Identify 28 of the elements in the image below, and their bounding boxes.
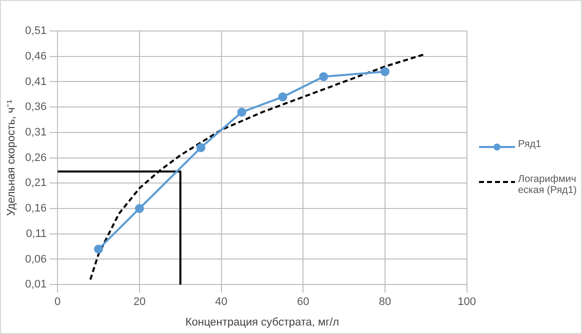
y-tick-label: 0,01 bbox=[25, 278, 47, 291]
y-tick-label: 0,21 bbox=[25, 177, 47, 190]
point bbox=[237, 108, 246, 117]
x-tick-label: 60 bbox=[297, 296, 310, 308]
y-tick-label: 0,51 bbox=[25, 25, 47, 38]
x-axis-title: Концентрация субстрата, мг/л bbox=[185, 316, 340, 328]
x-tick-label: 20 bbox=[133, 296, 146, 308]
point bbox=[134, 204, 144, 214]
x-tick-label: 80 bbox=[378, 296, 392, 308]
y-axis-title: Удельная скорость, ч⁻¹ bbox=[6, 99, 18, 216]
point bbox=[196, 143, 206, 152]
y-tick-label: 0,36 bbox=[25, 101, 47, 114]
y-tick-label: 0,46 bbox=[25, 50, 47, 62]
point bbox=[380, 67, 390, 76]
x-tick-label: 40 bbox=[215, 296, 228, 308]
point bbox=[94, 244, 104, 254]
y-tick-label: 0,26 bbox=[25, 152, 47, 164]
y-tick-label: 0,16 bbox=[25, 202, 47, 215]
legend-label: Ряд1 bbox=[518, 138, 542, 150]
point bbox=[319, 72, 328, 82]
y-tick-label: 0,06 bbox=[25, 253, 47, 266]
y-tick-label: 0,41 bbox=[25, 76, 47, 88]
y-tick-label: 0,31 bbox=[25, 126, 47, 138]
point bbox=[278, 92, 288, 102]
y-tick-label: 0,11 bbox=[26, 228, 47, 240]
x-tick-label: 100 bbox=[458, 296, 476, 308]
x-tick-label: 0 bbox=[54, 296, 61, 308]
legend-label: Логарифмическая (Ряд1) bbox=[518, 174, 578, 196]
